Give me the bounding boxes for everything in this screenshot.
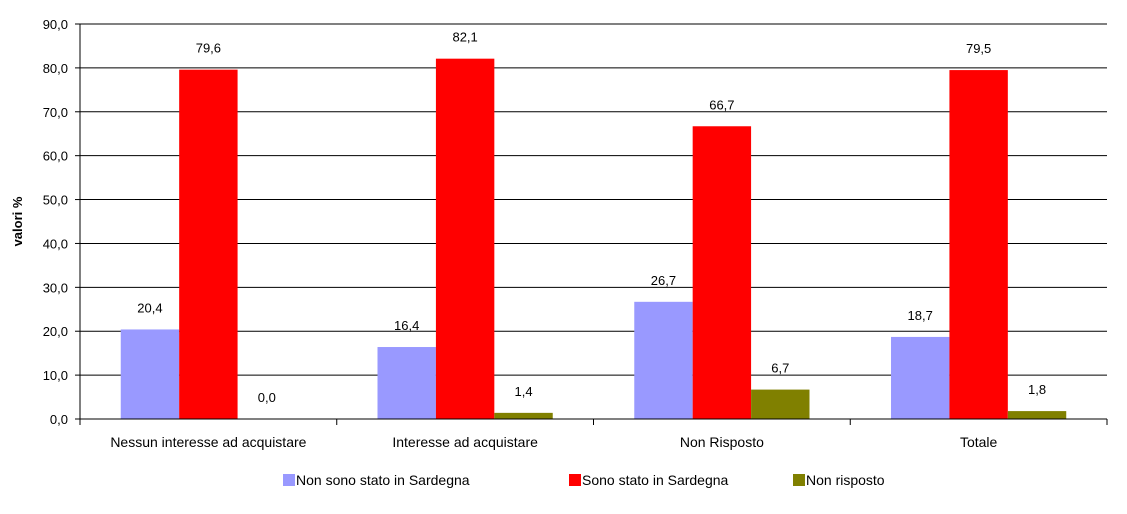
legend-swatch [569,474,581,486]
y-tick-label: 60,0 [43,149,68,164]
legend-swatch [793,474,805,486]
x-category-labels: Nessun interesse ad acquistare Interesse … [110,434,997,450]
data-labels: 20,4 79,6 0,0 16,4 82,1 1,4 26,7 66,7 6,7 18,7 79,… [137,30,1046,405]
y-tick-label: 10,0 [43,368,68,383]
y-tick-labels: 0,0 10,0 20,0 30,0 40,0 50,0 60,0 70,0 80,0 90,0 [43,17,68,427]
bar [377,347,436,419]
data-label: 18,7 [908,308,933,323]
y-tick-label: 50,0 [43,193,68,208]
y-tick-label: 70,0 [43,105,68,120]
bar [435,58,495,420]
y-tick-label: 30,0 [43,280,68,295]
data-label: 79,5 [966,41,991,56]
x-category-label: Totale [960,434,998,450]
bar [949,70,1008,419]
y-tick-label: 80,0 [43,61,68,76]
data-label: 16,4 [394,318,419,333]
bar [179,69,238,420]
data-label: 66,7 [709,97,734,112]
data-label: 79,6 [196,41,221,56]
y-tick-label: 90,0 [43,17,68,32]
y-axis-label: valori % [10,196,25,246]
legend: Non sono stato in Sardegna Sono stato in … [283,472,885,488]
legend-swatch [283,474,295,486]
legend-label: Non sono stato in Sardegna [296,472,470,488]
data-label: 1,4 [514,384,532,399]
legend-label: Non risposto [806,472,885,488]
bar [1007,411,1067,419]
bar [751,389,810,419]
x-category-label: Nessun interesse ad acquistare [110,434,306,450]
gridlines [80,23,1107,376]
data-label: 0,0 [258,390,276,405]
y-tick-label: 20,0 [43,324,68,339]
legend-label: Sono stato in Sardegna [582,472,729,488]
axes [75,23,1108,425]
bars [120,58,1067,420]
bar [891,336,950,419]
bar [634,301,693,419]
data-label: 82,1 [452,30,477,45]
x-category-label: Interesse ad acquistare [392,434,538,450]
y-tick-label: 0,0 [50,412,68,427]
data-label: 6,7 [771,361,789,376]
bar [120,329,180,419]
data-label: 1,8 [1028,382,1046,397]
x-category-label: Non Risposto [680,434,764,450]
bar [692,126,752,419]
data-label: 20,4 [137,300,162,315]
y-tick-label: 40,0 [43,236,68,251]
data-label: 26,7 [651,273,676,288]
bar [494,412,553,419]
